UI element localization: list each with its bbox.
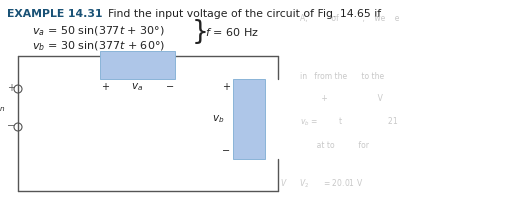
Bar — [100, 51, 175, 79]
Text: −: − — [7, 121, 15, 131]
Text: in   from the      to the: in from the to the — [300, 72, 384, 81]
Text: A,          of          ,    we    e: A, of , we e — [300, 14, 399, 23]
Text: +: + — [222, 82, 230, 92]
Text: $v_b$ = 30 sin(377$t$ + 60°): $v_b$ = 30 sin(377$t$ + 60°) — [32, 39, 165, 53]
Text: +                     V: + V — [300, 94, 383, 103]
Text: −: − — [222, 146, 230, 156]
Text: EXAMPLE 14.31: EXAMPLE 14.31 — [7, 9, 102, 19]
Text: $v_a$: $v_a$ — [131, 81, 144, 93]
Text: $f$ = 60 Hz: $f$ = 60 Hz — [205, 26, 259, 38]
Text: $v_b$: $v_b$ — [212, 113, 224, 125]
Text: }: } — [192, 19, 209, 45]
Text: Find the input voltage of the circuit of Fig. 14.65 if: Find the input voltage of the circuit of… — [108, 9, 381, 19]
Text: $V$      $V_2$      = 20.01 V: $V$ $V_2$ = 20.01 V — [280, 177, 363, 190]
Text: +: + — [7, 83, 15, 93]
Text: $v_a$ = 50 sin(377$t$ + 30°): $v_a$ = 50 sin(377$t$ + 30°) — [32, 24, 165, 38]
Text: at to          for: at to for — [300, 141, 369, 150]
Text: $v_{in}$: $v_{in}$ — [0, 102, 5, 114]
Text: −: − — [166, 82, 174, 92]
Text: +: + — [101, 82, 109, 92]
Text: $v_b$ =         t                   21: $v_b$ = t 21 — [300, 116, 399, 129]
Bar — [233, 79, 265, 159]
